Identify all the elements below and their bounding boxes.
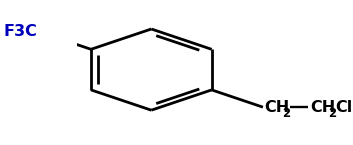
Text: Cl: Cl bbox=[335, 100, 352, 115]
Text: CH: CH bbox=[264, 100, 289, 115]
Text: CH: CH bbox=[311, 100, 336, 115]
Text: F3C: F3C bbox=[4, 24, 38, 39]
Text: 2: 2 bbox=[329, 107, 337, 120]
Text: 2: 2 bbox=[282, 107, 290, 120]
